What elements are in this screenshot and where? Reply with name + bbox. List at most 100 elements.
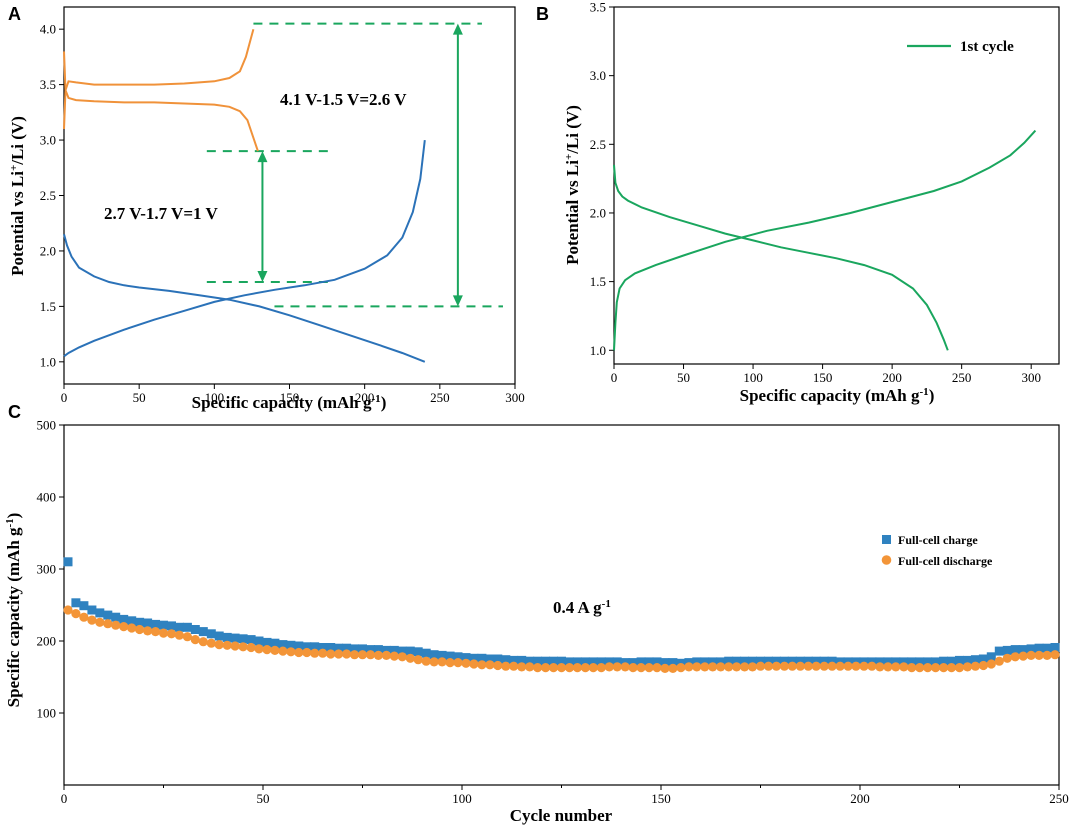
series-line-1st-cycle-discharge: [613, 164, 949, 351]
discharge-point: [668, 663, 678, 674]
x-tick-label: 250: [430, 390, 450, 405]
charge-point: [342, 643, 352, 653]
discharge-point: [206, 638, 216, 648]
discharge-point: [875, 662, 885, 672]
panel-letter-b: B: [536, 4, 549, 24]
discharge-point: [182, 632, 192, 642]
discharge-point: [230, 641, 240, 651]
discharge-point: [660, 663, 670, 674]
discharge-point: [405, 653, 415, 663]
annotation-cathode-window: 4.1 V-1.5 V=2.6 V: [280, 90, 407, 109]
discharge-point: [859, 661, 869, 671]
discharge-point: [899, 662, 909, 672]
charge-point: [525, 656, 535, 666]
charge-point: [700, 657, 710, 667]
charge-point: [238, 634, 248, 644]
discharge-point: [190, 635, 200, 645]
discharge-point: [994, 656, 1004, 666]
discharge-point: [111, 620, 121, 630]
charge-point: [565, 657, 574, 667]
charge-point: [923, 657, 933, 667]
charge-point: [994, 646, 1004, 656]
discharge-point: [740, 662, 750, 672]
charge-point: [907, 657, 917, 667]
charge-point: [381, 645, 391, 655]
y-tick-label: 400: [37, 490, 57, 505]
y-tick-label: 1.0: [590, 343, 606, 358]
charge-point: [692, 657, 702, 667]
discharge-point: [580, 663, 591, 673]
x-tick-label: 150: [280, 390, 300, 405]
discharge-point: [469, 659, 479, 669]
series-group-c: [63, 557, 1060, 674]
discharge-point: [612, 662, 622, 672]
discharge-point: [342, 649, 352, 659]
charge-point: [302, 642, 312, 652]
charge-point: [604, 657, 614, 667]
x-axis-label-c: Cycle number: [510, 806, 613, 825]
discharge-point: [867, 661, 877, 671]
x-tick-label: 0: [61, 390, 68, 405]
series-line-cathode-charge: [63, 28, 255, 130]
charge-point: [883, 657, 893, 667]
charge-point: [389, 645, 399, 655]
charge-point: [986, 652, 996, 662]
charge-point: [326, 643, 336, 652]
discharge-point: [795, 661, 805, 671]
discharge-point: [103, 619, 113, 629]
y-tick-label: 3.5: [40, 77, 56, 92]
x-tick-label: 250: [1049, 791, 1069, 806]
charge-point: [915, 657, 925, 667]
y-axis-label-b: Potential vs Li+/Li (V): [563, 105, 582, 265]
charge-point: [159, 620, 168, 630]
charge-point: [79, 601, 89, 611]
charge-point: [413, 647, 423, 657]
legend-b: 1st cycle: [907, 39, 1014, 55]
discharge-point: [1050, 650, 1060, 660]
y-tick-label: 3.0: [40, 133, 56, 148]
y-tick-label: 2.5: [40, 188, 56, 203]
charge-point: [366, 645, 375, 655]
legend-c: Full-cell charge Full-cell discharge: [881, 533, 993, 568]
discharge-point: [684, 662, 694, 672]
charge-point: [509, 655, 519, 665]
discharge-point: [556, 663, 567, 673]
charge-point: [970, 655, 980, 665]
x-tick-label: 150: [651, 791, 671, 806]
charge-point: [63, 557, 73, 567]
discharge-point: [652, 663, 662, 673]
charge-point: [764, 656, 773, 666]
charge-point: [127, 616, 137, 626]
x-axis-label-a: Specific capacity (mAh g-1): [192, 393, 387, 412]
discharge-point: [954, 663, 965, 673]
x-tick-label: 100: [743, 370, 763, 385]
series-line-anode-discharge: [63, 234, 426, 363]
discharge-point: [63, 605, 73, 615]
charge-point: [1042, 643, 1052, 653]
charge-point: [437, 650, 447, 660]
discharge-point: [127, 623, 137, 633]
discharge-point: [819, 661, 829, 671]
charge-point: [533, 656, 543, 666]
discharge-point: [318, 648, 328, 658]
discharge-point: [676, 663, 686, 673]
discharge-point: [835, 661, 845, 671]
discharge-point: [294, 647, 304, 658]
discharge-point: [437, 657, 447, 667]
y-axis-label-a: Potential vs Li+/Li (V): [8, 116, 27, 276]
charge-point: [334, 643, 344, 653]
charge-point: [803, 656, 813, 666]
annotation-anode-window: 2.7 V-1.7 V=1 V: [104, 204, 218, 223]
charge-point: [95, 608, 105, 618]
charge-point: [811, 656, 821, 666]
y-tick-label: 4.0: [40, 22, 56, 37]
discharge-point: [755, 661, 766, 671]
discharge-point: [596, 663, 606, 673]
charge-point: [787, 656, 797, 666]
charge-point: [795, 656, 805, 666]
series-line-1st-cycle-charge: [613, 129, 1037, 351]
discharge-point: [222, 640, 232, 650]
plot-frame-b: [613, 6, 1060, 365]
y-ticks-c: 100 200 300 400 500: [37, 418, 64, 721]
